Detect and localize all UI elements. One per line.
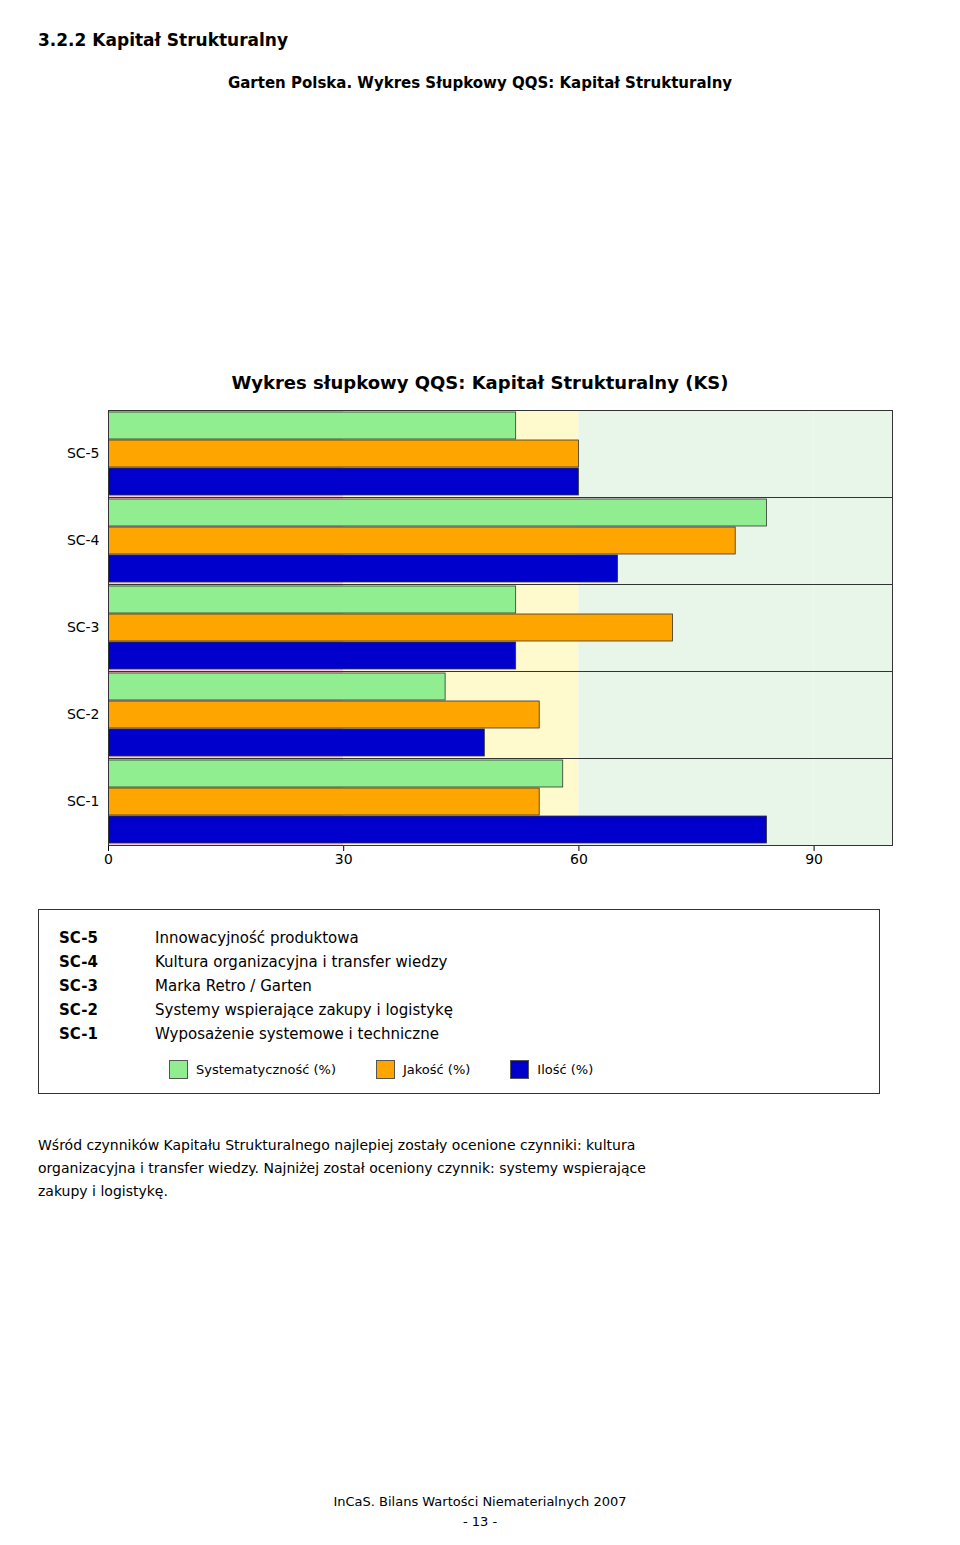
svg-text:SC-3: SC-3 <box>67 619 100 635</box>
html-text:Ilość (%): Ilość (%) <box>537 1062 594 1077</box>
svg-text:0: 0 <box>104 851 113 867</box>
svg-text:90: 90 <box>805 851 823 867</box>
html-text:Wykres słupkowy QQS: Kapitał S: Wykres słupkowy QQS: Kapitał Strukturaln… <box>231 372 729 393</box>
html-text:InCaS. Bilans Wartości Niemate: InCaS. Bilans Wartości Niematerialnych 2… <box>333 1494 627 1509</box>
svg-text:SC-2: SC-2 <box>67 706 100 722</box>
html-text:SC-1: SC-1 <box>59 1025 98 1043</box>
html-text:SC-3: SC-3 <box>59 977 98 995</box>
html-text:SC-2: SC-2 <box>59 1001 98 1019</box>
html-text:- 13 -: - 13 - <box>462 1513 498 1529</box>
html-text:SC-5: SC-5 <box>59 929 98 947</box>
html-text:Kultura organizacyjna i transf: Kultura organizacyjna i transfer wiedzy <box>155 953 448 971</box>
html-text:Marka Retro / Garten: Marka Retro / Garten <box>155 977 312 995</box>
html-text:Garten Polska. Wykres Słupkowy: Garten Polska. Wykres Słupkowy QQS: Kapi… <box>227 74 733 92</box>
html-text:3.2.2 Kapitał Strukturalny: 3.2.2 Kapitał Strukturalny <box>38 30 288 50</box>
html-text:Systemy wspierające zakupy i l: Systemy wspierające zakupy i logistykę <box>155 1001 453 1019</box>
svg-text:SC-1: SC-1 <box>67 793 100 809</box>
svg-text:SC-5: SC-5 <box>67 445 100 461</box>
html-text:SC-4: SC-4 <box>59 953 98 971</box>
html-text:Wyposażenie systemowe i techni: Wyposażenie systemowe i techniczne <box>155 1025 439 1043</box>
svg-text:30: 30 <box>335 851 353 867</box>
svg-text:SC-4: SC-4 <box>67 532 100 548</box>
html-text:Jakość (%): Jakość (%) <box>403 1062 471 1077</box>
html-text:organizacyjna i transfer wiedz: organizacyjna i transfer wiedzy. Najniże… <box>38 1160 646 1177</box>
html-text:Systematyczność (%): Systematyczność (%) <box>196 1062 336 1077</box>
html-text:Wśród czynników Kapitału Struk: Wśród czynników Kapitału Strukturalnego … <box>38 1137 636 1153</box>
html-text:zakupy i logistykę.: zakupy i logistykę. <box>38 1183 168 1200</box>
svg-text:60: 60 <box>570 851 588 867</box>
html-text:Innowacyjność produktowa: Innowacyjność produktowa <box>155 929 359 947</box>
